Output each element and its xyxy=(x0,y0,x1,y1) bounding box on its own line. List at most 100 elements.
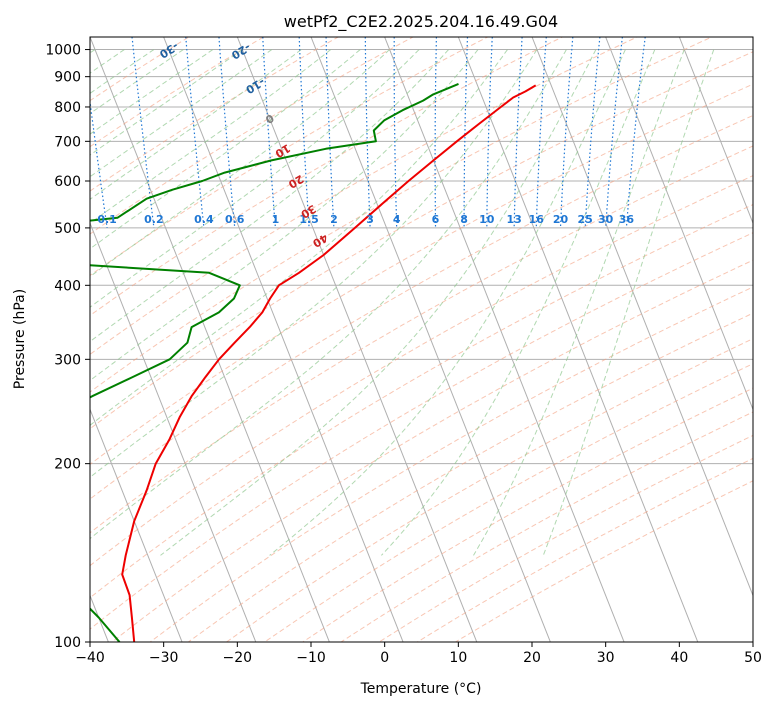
mixing-ratio-label: 3 xyxy=(366,213,374,226)
dry-adiabat xyxy=(301,387,753,642)
moist-adiabat xyxy=(90,49,273,178)
dry-adiabat xyxy=(187,312,753,642)
moist-adiabat xyxy=(381,49,656,556)
dry-adiabat xyxy=(90,37,414,235)
mixing-ratio-label: 2 xyxy=(330,213,338,226)
isotherm xyxy=(678,37,753,225)
dry-adiabat xyxy=(90,37,265,148)
mixing-ratio-line xyxy=(434,37,438,228)
y-tick-label: 400 xyxy=(54,278,81,294)
mixing-ratio-label: 1 xyxy=(272,213,280,226)
x-axis: −40 −30 −20 −10 0 10 20 30 40 50 xyxy=(75,642,762,666)
y-tick-label: 800 xyxy=(54,100,81,116)
mixing-ratio-label: 10 xyxy=(479,213,495,226)
dry-adiabat xyxy=(90,37,489,277)
isotherm xyxy=(457,37,699,642)
mixing-ratio-line xyxy=(262,37,276,228)
isotherm xyxy=(163,37,404,642)
mixing-ratio-line xyxy=(90,97,108,228)
moist-adiabat xyxy=(269,49,626,556)
x-tick-label: 0 xyxy=(380,650,389,666)
y-tick-label: 900 xyxy=(54,70,81,86)
dry-adiabat xyxy=(263,363,753,642)
mixing-ratio-line xyxy=(625,37,646,228)
plot-frame xyxy=(89,36,754,643)
chart-title: wetPf2_C2E2.2025.204.16.49.G04 xyxy=(284,12,558,32)
mixing-ratio-label: 8 xyxy=(460,213,468,226)
x-tick-label: 40 xyxy=(670,650,688,666)
background-lines xyxy=(90,37,753,642)
mixing-ratio-label: 6 xyxy=(432,213,440,226)
x-tick-label: −10 xyxy=(296,650,326,666)
dry-adiabat xyxy=(149,286,753,642)
mixing-ratio-label: 36 xyxy=(619,213,635,226)
mixing-ratio-label: 13 xyxy=(506,213,521,226)
dry-adiabat xyxy=(90,83,753,466)
dry-adiabat xyxy=(90,51,753,430)
moist-adiabat xyxy=(90,49,508,426)
isotherm xyxy=(310,37,551,642)
mixing-ratio-label: 0.4 xyxy=(194,213,214,226)
y-axis: 100 200 300 400 500 600 700 800 900 1000 xyxy=(45,43,90,651)
dry-adiabat xyxy=(90,232,753,630)
moist-adiabat xyxy=(90,49,538,478)
mixing-ratio-line xyxy=(559,37,574,228)
mixing-ratio-line xyxy=(513,37,523,228)
mixing-ratio-label: 0.1 xyxy=(97,213,117,226)
x-tick-label: −20 xyxy=(223,650,253,666)
isotherm xyxy=(384,37,625,642)
mixing-ratio-line xyxy=(463,37,469,228)
x-axis-label: Temperature (°C) xyxy=(360,681,482,697)
isotherm xyxy=(236,37,478,642)
mixing-ratio-label: 20 xyxy=(553,213,569,226)
dry-adiabat xyxy=(90,145,753,534)
y-tick-label: 200 xyxy=(54,457,81,473)
mixing-ratio-label: 0.6 xyxy=(225,213,245,226)
mixing-ratio-label: 1.5 xyxy=(299,213,319,226)
mixing-ratio-line xyxy=(584,37,601,228)
mixing-ratio-label: 4 xyxy=(393,213,401,226)
mixing-ratio-line xyxy=(298,37,310,228)
mixing-ratio-label: 0.2 xyxy=(144,213,164,226)
mixing-ratio-line xyxy=(535,37,547,228)
dry-adiabat xyxy=(90,175,753,567)
x-tick-label: 30 xyxy=(597,650,615,666)
y-tick-label: 700 xyxy=(54,134,81,150)
dry-adiabat xyxy=(90,37,190,102)
isotherm xyxy=(531,37,753,597)
x-tick-label: −40 xyxy=(75,650,105,666)
dry-adiabat xyxy=(90,37,639,355)
x-tick-label: 20 xyxy=(523,650,541,666)
moist-adiabat xyxy=(90,49,155,94)
mixing-ratio-line xyxy=(131,37,155,228)
y-tick-label: 1000 xyxy=(45,43,81,59)
isotherm xyxy=(605,37,753,411)
temperature-profile xyxy=(121,84,537,642)
mixing-ratio-label: 25 xyxy=(578,213,593,226)
mixing-ratio-label: 30 xyxy=(598,213,614,226)
moist-adiabat xyxy=(90,49,420,308)
y-axis-label: Pressure (hPa) xyxy=(12,289,28,389)
dewpoint-profile xyxy=(90,82,459,642)
moist-adiabat xyxy=(473,49,685,556)
moist-adiabat xyxy=(542,49,715,556)
dry-adiabat xyxy=(90,37,564,317)
dry-adiabat xyxy=(90,204,753,599)
mixing-ratio-line xyxy=(486,37,493,228)
y-tick-label: 500 xyxy=(54,221,81,237)
moist-adiabat xyxy=(90,49,449,343)
y-tick-label: 300 xyxy=(54,352,81,368)
moist-adiabat xyxy=(90,49,302,200)
moist-adiabat xyxy=(90,49,567,540)
dry-adiabat xyxy=(90,37,713,393)
moist-adiabat xyxy=(90,49,331,224)
isotherm xyxy=(90,407,183,642)
mixing-ratio-line xyxy=(218,37,236,228)
y-tick-label: 100 xyxy=(54,635,81,651)
mixing-ratio-line xyxy=(364,37,371,228)
x-tick-label: −30 xyxy=(149,650,179,666)
mixing-ratio-label: 16 xyxy=(529,213,545,226)
x-tick-label: 50 xyxy=(744,650,762,666)
isotherm xyxy=(90,221,257,642)
